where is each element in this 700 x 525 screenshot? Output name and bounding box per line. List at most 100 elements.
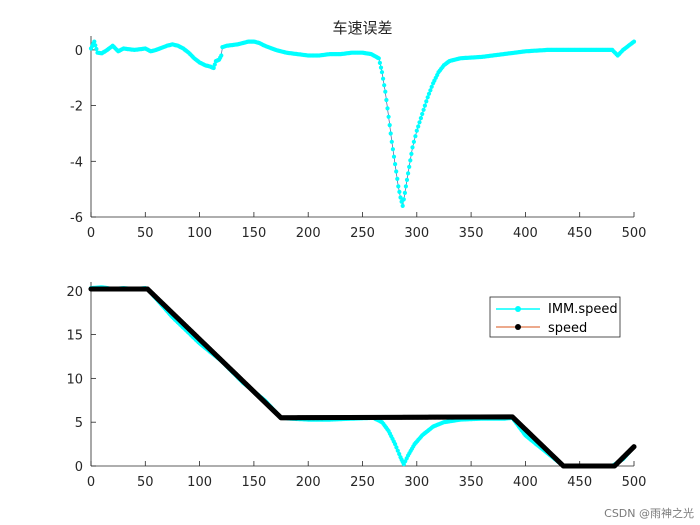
error-series-point: [402, 190, 407, 195]
error-series-point: [388, 131, 393, 136]
error-series-point: [409, 151, 414, 156]
error-series-point: [406, 171, 411, 176]
error-series-point: [417, 120, 422, 125]
error-series-point: [401, 197, 406, 202]
speed-imm-speed-point: [395, 448, 400, 453]
error-x-tick-label: 100: [187, 226, 212, 241]
speed-x-tick-label: 450: [567, 475, 592, 490]
error-series-point: [420, 111, 425, 117]
error-series-point: [394, 169, 399, 174]
error-series-point: [411, 139, 416, 144]
error-series-point: [384, 97, 389, 103]
error-series-point: [395, 176, 400, 181]
speed-imm-speed-point: [393, 442, 398, 447]
error-series-point: [418, 116, 423, 121]
error-series-point: [390, 147, 395, 152]
error-series-point: [387, 123, 392, 128]
error-series-point: [383, 89, 388, 94]
error-series-point: [416, 124, 421, 129]
error-y-tick-label: -6: [70, 211, 83, 226]
error-x-tick-label: 150: [241, 226, 266, 241]
speed-speed-point: [631, 444, 637, 450]
speed-x-tick-label: 50: [137, 475, 154, 490]
error-series-point: [377, 60, 382, 65]
error-series-point: [94, 46, 99, 52]
speed-imm-speed-point: [397, 451, 402, 457]
speed-y-tick-label: 15: [66, 329, 83, 344]
speed-y-tick-label: 20: [66, 285, 83, 300]
error-series-point: [92, 39, 97, 44]
speed-y-tick-label: 5: [75, 416, 83, 431]
error-series-point: [211, 65, 216, 71]
error-series-point: [389, 139, 394, 144]
error-series-point: [93, 43, 98, 48]
error-series-point: [219, 53, 224, 58]
error-x-tick-label: 50: [137, 226, 154, 241]
error-series-point: [398, 195, 403, 200]
error-series-point: [407, 164, 412, 169]
error-series-point: [404, 177, 410, 182]
speed-x-tick-label: 350: [459, 475, 484, 490]
error-series-point: [385, 106, 390, 111]
error-series-point: [631, 39, 637, 44]
error-series-point: [379, 70, 385, 75]
legend-box: [489, 296, 621, 338]
error-series-point: [424, 99, 429, 104]
speed-plot-area: 0 50 100 150 200 250 300 350 400 450 500 0 5 10 15 20: [66, 282, 646, 490]
speed-legend: IMM.speed speed: [489, 296, 621, 338]
error-series-point: [212, 62, 217, 67]
speed-x-tick-label: 300: [404, 475, 429, 490]
error-series-point: [391, 154, 397, 159]
error-series-point: [403, 184, 408, 189]
error-series-point: [382, 83, 387, 88]
error-plot-title: 车速误差: [332, 19, 392, 37]
error-series-point: [386, 114, 391, 119]
speed-x-tick-label: 200: [296, 475, 321, 490]
error-series-point: [381, 76, 386, 81]
error-x-tick-label: 450: [567, 226, 592, 241]
speed-x-tick-label: 500: [622, 475, 647, 490]
error-series-point: [426, 91, 432, 96]
error-plot-area: 0 50 100 150 200 250 300 350 400 450 500 0 -2 -4 -6: [70, 36, 646, 241]
legend-marker-speed: [515, 324, 521, 330]
speed-axes: 0 50 100 150 200 250 300 350 400 450 500 0 5 10 15 20 I…: [66, 282, 646, 490]
error-y-tick-label: -4: [70, 155, 83, 170]
watermark: CSDN @雨神之光: [604, 507, 694, 520]
error-x-tick-label: 400: [513, 226, 538, 241]
error-series-point: [393, 162, 398, 167]
speed-x-tick-label: 150: [241, 475, 266, 490]
error-x-tick-label: 250: [350, 226, 375, 241]
speed-y-tick-label: 10: [66, 372, 83, 387]
error-axes: 车速误差 0 50 100 150 200 250 300 350 400 450 500 0 -2 -4…: [70, 19, 646, 241]
legend-marker-imm-speed: [515, 306, 521, 312]
error-series-point: [428, 88, 433, 93]
error-series-point: [376, 56, 381, 61]
error-x-tick-label: 500: [622, 226, 647, 241]
error-series-point: [429, 84, 434, 89]
error-series-point: [413, 134, 418, 139]
error-series-point: [421, 107, 426, 112]
speed-x-tick-label: 100: [187, 475, 212, 490]
error-x-tick-label: 200: [296, 226, 321, 241]
legend-label-imm-speed: IMM.speed: [548, 302, 618, 317]
error-x-tick-label: 0: [87, 226, 95, 241]
error-y-tick-label: -2: [70, 100, 83, 115]
error-series-point: [400, 203, 405, 208]
error-x-tick-label: 300: [404, 226, 429, 241]
speed-x-tick-label: 400: [513, 475, 538, 490]
error-series-point: [422, 103, 427, 108]
legend-label-speed: speed: [548, 321, 587, 336]
speed-x-tick-label: 250: [350, 475, 375, 490]
error-series-point: [414, 128, 419, 133]
speed-x-tick-label: 0: [87, 475, 95, 490]
error-series-point: [410, 145, 415, 150]
error-series-point: [397, 189, 402, 194]
speed-y-tick-label: 0: [75, 460, 83, 475]
error-series-point: [378, 65, 384, 70]
error-y-tick-label: 0: [75, 44, 83, 59]
error-series-point: [425, 95, 430, 100]
error-series-point: [396, 184, 401, 189]
speed-imm-speed-point: [394, 445, 399, 450]
